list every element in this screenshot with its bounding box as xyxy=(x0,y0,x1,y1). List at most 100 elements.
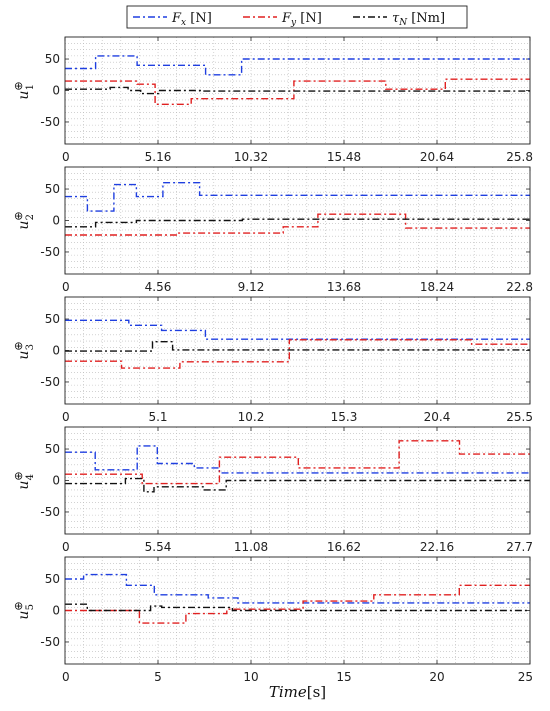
legend-unit: [N] xyxy=(296,11,322,26)
y-axis-label-base: u xyxy=(16,481,32,490)
series-group xyxy=(65,181,530,236)
y-axis-label-sup: ⊕ xyxy=(12,81,25,90)
legend-symbol: F xyxy=(281,11,292,26)
x-tick-label: 5.16 xyxy=(145,150,172,164)
series-fy-line xyxy=(65,213,530,236)
x-tick-label: 11.08 xyxy=(234,540,268,554)
plot-frame xyxy=(64,556,531,665)
series-tau-line xyxy=(65,603,530,612)
y-axis-label-base: u xyxy=(16,91,32,100)
series-fy-line xyxy=(65,584,530,624)
x-tick-label: 25.8 xyxy=(506,150,533,164)
grid xyxy=(65,297,530,404)
x-tick-label: 5.54 xyxy=(145,540,172,554)
panel-4: 50 0 -50 0 5.54 11.08 16.62 22.16 27.7 u⊕4 xyxy=(12,426,533,554)
y-tick-label: 50 xyxy=(45,182,60,196)
x-tick-label: 25.5 xyxy=(506,410,533,424)
x-tick-label: 0 xyxy=(62,540,70,554)
series-fx-line xyxy=(65,319,530,340)
legend-symbol: τ xyxy=(392,11,400,26)
legend-entry: Fx [N] xyxy=(171,11,212,28)
y-axis-label-sub: 4 xyxy=(25,474,36,480)
series-group xyxy=(65,319,530,369)
x-tick-label: 4.56 xyxy=(145,280,172,294)
x-tick-label: 0 xyxy=(62,670,70,684)
legend-unit: [N] xyxy=(186,11,212,26)
grid xyxy=(65,37,530,144)
panel-1: 50 0 -50 0 5.16 10.32 15.48 20.64 25.8 u⊕1 xyxy=(12,36,533,164)
x-tick-label: 15 xyxy=(336,670,351,684)
y-tick-label: 0 xyxy=(52,344,60,358)
y-axis-label-sub: 5 xyxy=(25,604,36,610)
x-tick-label: 20.64 xyxy=(420,150,454,164)
series-fx-line xyxy=(65,573,530,604)
y-axis-label-sup: ⊕ xyxy=(12,471,25,480)
x-tick-label: 22.8 xyxy=(506,280,533,294)
x-axis-label: Time[s] xyxy=(269,683,326,701)
plot-area xyxy=(65,167,530,274)
y-tick-label: -50 xyxy=(40,245,60,259)
y-tick-label: 0 xyxy=(52,604,60,618)
x-axis-label-name: Time xyxy=(269,683,307,701)
series-fy-line xyxy=(65,440,530,485)
x-tick-label: 15.3 xyxy=(331,410,358,424)
x-tick-label: 27.7 xyxy=(506,540,533,554)
panels: 500-500 5.16 10.32 15.48 20.64 25.8u⊕1500-500… xyxy=(12,36,533,684)
x-tick-label: 9.12 xyxy=(238,280,265,294)
x-tick-label: 22.16 xyxy=(420,540,454,554)
x-tick-label: 0 xyxy=(62,410,70,424)
series-fy-line xyxy=(65,339,530,369)
y-tick-label: 0 xyxy=(52,214,60,228)
legend-symbol: F xyxy=(171,11,182,26)
x-tick-label: 18.24 xyxy=(420,280,454,294)
legend-unit: [Nm] xyxy=(407,11,445,26)
y-axis-label-sub: 3 xyxy=(25,344,36,350)
x-tick-label: 5 xyxy=(154,670,162,684)
y-axis-label-sub: 1 xyxy=(25,84,36,90)
legend-subscript: x xyxy=(181,18,186,28)
y-tick-label: 50 xyxy=(45,312,60,326)
panel-2: 50 0 -50 0 4.56 9.12 13.68 18.24 22.8 u⊕2 xyxy=(12,166,533,294)
plot-area xyxy=(65,557,530,664)
y-axis-label: u⊕2 xyxy=(12,211,36,229)
x-tick-label: 13.68 xyxy=(327,280,361,294)
legend-subscript: y xyxy=(290,18,297,28)
plot-frame xyxy=(64,36,531,145)
y-axis-label-base: u xyxy=(16,351,32,360)
plot-frame xyxy=(64,296,531,405)
y-tick-label: 50 xyxy=(45,572,60,586)
x-tick-label: 25 xyxy=(518,670,533,684)
y-tick-label: 0 xyxy=(52,84,60,98)
x-axis-label-unit: [s] xyxy=(307,683,326,701)
legend-subscript: N xyxy=(398,18,408,28)
grid xyxy=(65,557,530,664)
series-fy-line xyxy=(65,78,530,106)
y-axis-label-base: u xyxy=(16,611,32,620)
x-tick-label: 10.32 xyxy=(234,150,268,164)
y-tick-label: 50 xyxy=(45,442,60,456)
y-axis-label: u⊕1 xyxy=(12,81,36,99)
plot-frame xyxy=(64,426,531,535)
x-tick-label: 10.2 xyxy=(238,410,265,424)
y-tick-label: -50 xyxy=(40,375,60,389)
panel-3: 50 0 -50 0 5.1 10.2 15.3 20.4 25.5 u⊕3 xyxy=(12,296,533,424)
x-tick-label: 20.4 xyxy=(424,410,451,424)
y-axis-label-sup: ⊕ xyxy=(12,601,25,610)
y-axis-label-sub: 2 xyxy=(25,214,36,220)
series-tau-line xyxy=(65,218,530,228)
y-axis-label-base: u xyxy=(16,221,32,230)
x-tick-label: 5.1 xyxy=(148,410,167,424)
grid xyxy=(65,427,530,534)
legend-entry: τN [Nm] xyxy=(392,11,445,28)
y-axis-label: u⊕4 xyxy=(12,471,36,489)
x-tick-label: 20 xyxy=(429,670,444,684)
series-fx-line xyxy=(65,55,530,76)
x-tick-label: 0 xyxy=(62,150,70,164)
y-axis-label: u⊕3 xyxy=(12,341,36,359)
series-tau-line xyxy=(65,86,530,95)
legend: Fx [N] Fy [N] τN [Nm] xyxy=(126,5,468,29)
series-group xyxy=(65,55,530,106)
panel-5: 500-500 5 10 15 20 25u⊕5 xyxy=(12,556,533,684)
plot-frame xyxy=(64,166,531,275)
